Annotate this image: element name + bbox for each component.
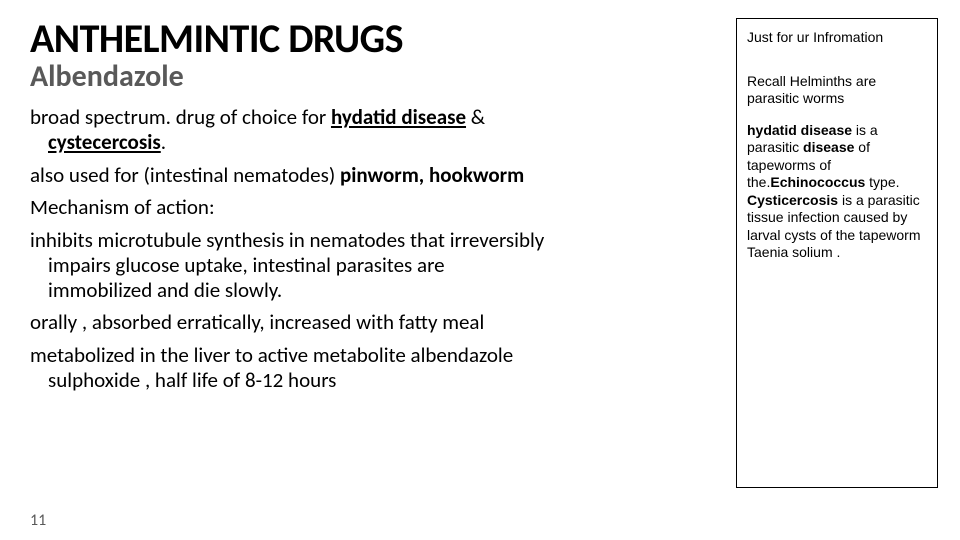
text: broad spectrum. drug of choice for	[30, 104, 331, 130]
text-cystecercosis: cystecercosis	[48, 129, 161, 155]
body-column: broad spectrum. drug of choice for hydat…	[30, 105, 690, 393]
text: Cysticercosis	[747, 192, 838, 208]
paragraph-also-used: also used for (intestinal nematodes) pin…	[30, 163, 690, 188]
sidebar-heading: Just for ur Infromation	[747, 29, 927, 47]
paragraph-mechanism-body: inhibits microtubule synthesis in nemato…	[30, 228, 690, 302]
text: type.	[865, 174, 899, 190]
text: .	[161, 129, 166, 155]
text-pinworm: pinworm, hookworm	[340, 162, 524, 188]
sidebar-recall: Recall Helminths are parasitic worms	[747, 73, 927, 108]
page-number: 11	[30, 511, 46, 530]
text: disease	[803, 139, 854, 155]
slide: ANTHELMINTIC DRUGS Albendazole broad spe…	[0, 0, 960, 540]
text: &	[466, 104, 485, 130]
text-hydatid: hydatid disease	[331, 104, 466, 130]
sidebar-definition: hydatid disease is a parasitic disease o…	[747, 122, 927, 262]
paragraph-orally: orally , absorbed erratically, increased…	[30, 310, 690, 335]
paragraph-metabolized: metabolized in the liver to active metab…	[30, 343, 690, 393]
text: also used for (intestinal nematodes)	[30, 162, 340, 188]
text: metabolized in the liver to active metab…	[30, 342, 513, 393]
info-sidebar: Just for ur Infromation Recall Helminths…	[736, 18, 938, 488]
text: Echinococcus	[770, 174, 865, 190]
paragraph-mechanism-heading: Mechanism of action:	[30, 195, 690, 220]
text: inhibits microtubule synthesis in nemato…	[30, 227, 544, 303]
paragraph-drug-of-choice: broad spectrum. drug of choice for hydat…	[30, 105, 690, 155]
text: hydatid disease	[747, 122, 852, 138]
